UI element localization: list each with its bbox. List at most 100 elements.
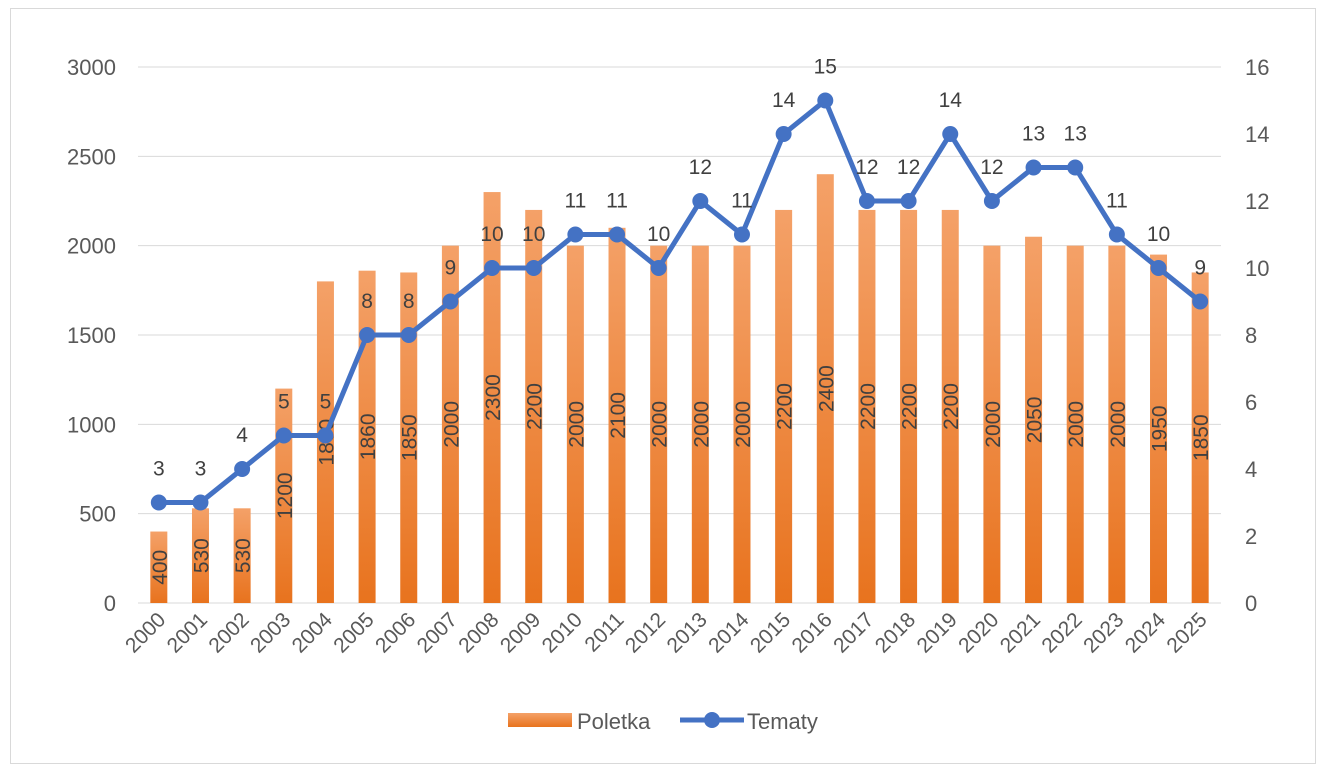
line-data-label: 12 xyxy=(689,156,712,179)
left-axis-tick-label: 3000 xyxy=(67,55,116,80)
bar-data-label: 1850 xyxy=(1190,414,1213,461)
bar-poletka xyxy=(816,174,834,603)
bar-data-label: 2200 xyxy=(774,383,797,430)
bar-data-label: 2000 xyxy=(982,401,1005,448)
bar-poletka xyxy=(1066,245,1084,603)
category-tick-label: 2017 xyxy=(829,608,878,657)
bar-data-label: 2200 xyxy=(857,383,880,430)
category-tick-label: 2019 xyxy=(912,608,961,657)
bar-data-label: 2000 xyxy=(732,401,755,448)
line-point-tematy xyxy=(1192,293,1209,310)
line-data-label: 8 xyxy=(403,290,415,313)
line-point-tematy xyxy=(567,226,584,243)
category-tick-label: 2012 xyxy=(621,608,670,657)
poletka-bar-labels: 4005305301200180018601850200023002200200… xyxy=(149,365,1213,585)
line-point-tematy xyxy=(234,461,251,477)
bar-data-label: 2000 xyxy=(649,401,672,448)
line-data-label: 10 xyxy=(1147,223,1170,246)
right-axis-tick-label: 0 xyxy=(1245,591,1257,616)
bar-poletka xyxy=(566,245,584,603)
line-data-label: 4 xyxy=(236,424,248,447)
bar-poletka xyxy=(608,227,626,604)
category-tick-label: 2015 xyxy=(746,608,795,657)
category-tick-label: 2000 xyxy=(121,608,170,657)
line-point-tematy xyxy=(1108,226,1125,243)
bar-data-label: 2000 xyxy=(440,401,463,448)
bar-poletka xyxy=(858,209,876,603)
tematy-series-line xyxy=(158,98,1202,505)
category-tick-label: 2003 xyxy=(246,608,295,657)
left-axis-tick-label: 1000 xyxy=(67,412,116,437)
line-point-tematy xyxy=(942,126,959,142)
line-point-tematy xyxy=(1067,159,1084,176)
line-data-label: 11 xyxy=(1106,190,1128,213)
legend-label-tematy: Tematy xyxy=(747,709,818,734)
gridlines xyxy=(138,66,1221,604)
line-point-tematy xyxy=(275,427,292,444)
bar-poletka xyxy=(691,245,709,603)
right-axis-tick-label: 16 xyxy=(1245,55,1269,80)
category-tick-label: 2005 xyxy=(329,608,378,657)
right-axis: 0 2 4 6 8 10 12 14 16 xyxy=(1245,55,1269,616)
category-tick-label: 2018 xyxy=(871,608,920,657)
line-data-label: 9 xyxy=(1194,257,1206,280)
left-axis: 0 500 1000 1500 2000 2500 3000 xyxy=(67,55,116,616)
left-axis-tick-label: 1500 xyxy=(67,323,116,348)
line-data-label: 12 xyxy=(980,156,1003,179)
line-data-label: 5 xyxy=(278,391,290,414)
bar-data-label: 1850 xyxy=(399,414,422,461)
bar-data-label: 530 xyxy=(190,538,213,573)
line-data-label: 12 xyxy=(897,156,920,179)
bar-poletka xyxy=(525,209,543,603)
line-point-tematy xyxy=(817,92,834,109)
category-tick-label: 2023 xyxy=(1079,608,1128,657)
bar-data-label: 1860 xyxy=(357,413,380,460)
category-tick-label: 2008 xyxy=(454,608,503,657)
bar-data-label: 2400 xyxy=(815,365,838,412)
bar-data-label: 2200 xyxy=(524,383,547,430)
bar-data-label: 530 xyxy=(232,538,255,573)
category-tick-label: 2007 xyxy=(413,608,462,657)
bar-poletka xyxy=(1150,254,1168,603)
category-tick-label: 2025 xyxy=(1162,608,1211,657)
bar-poletka xyxy=(1191,272,1209,603)
category-tick-label: 2021 xyxy=(996,608,1045,657)
bar-data-label: 2200 xyxy=(940,383,963,430)
category-tick-label: 2001 xyxy=(163,608,212,657)
line-data-label: 14 xyxy=(772,89,796,112)
legend-swatch-tematy-marker xyxy=(704,712,720,728)
right-axis-tick-label: 4 xyxy=(1245,457,1257,482)
category-tick-label: 2006 xyxy=(371,608,420,657)
bar-poletka xyxy=(150,531,168,603)
tematy-line xyxy=(150,92,1209,511)
left-axis-tick-label: 500 xyxy=(79,502,116,527)
legend-swatch-poletka xyxy=(508,713,572,727)
bar-data-label: 2000 xyxy=(1065,401,1088,448)
line-data-label: 11 xyxy=(564,190,586,213)
legend: Poletka Tematy xyxy=(508,709,818,734)
category-axis: 2000200120022003200420052006200720082009… xyxy=(121,608,1212,658)
category-tick-label: 2002 xyxy=(204,608,253,657)
line-data-label: 3 xyxy=(195,458,207,481)
bar-data-label: 2200 xyxy=(899,383,922,430)
bar-poletka xyxy=(983,245,1001,603)
right-axis-tick-label: 6 xyxy=(1245,390,1257,415)
bar-data-label: 2000 xyxy=(690,401,713,448)
line-point-tematy xyxy=(1025,159,1042,176)
category-tick-label: 2014 xyxy=(704,608,754,658)
category-tick-label: 2013 xyxy=(663,608,712,657)
line-point-tematy xyxy=(525,260,542,276)
line-point-tematy xyxy=(900,193,917,209)
bar-poletka xyxy=(900,209,918,603)
chart-frame: 0 500 1000 1500 2000 2500 3000 0 2 4 6 8 10 12 14 16 4… xyxy=(10,8,1316,764)
line-point-tematy xyxy=(775,126,792,142)
category-tick-label: 2024 xyxy=(1121,608,1171,658)
category-tick-label: 2010 xyxy=(538,608,587,657)
line-data-label: 3 xyxy=(153,458,165,481)
right-axis-tick-label: 14 xyxy=(1245,122,1269,147)
bar-poletka xyxy=(483,192,501,604)
line-point-tematy xyxy=(150,494,167,511)
line-data-label: 14 xyxy=(939,89,963,112)
bar-data-label: 400 xyxy=(149,550,172,585)
line-point-tematy xyxy=(442,293,459,310)
